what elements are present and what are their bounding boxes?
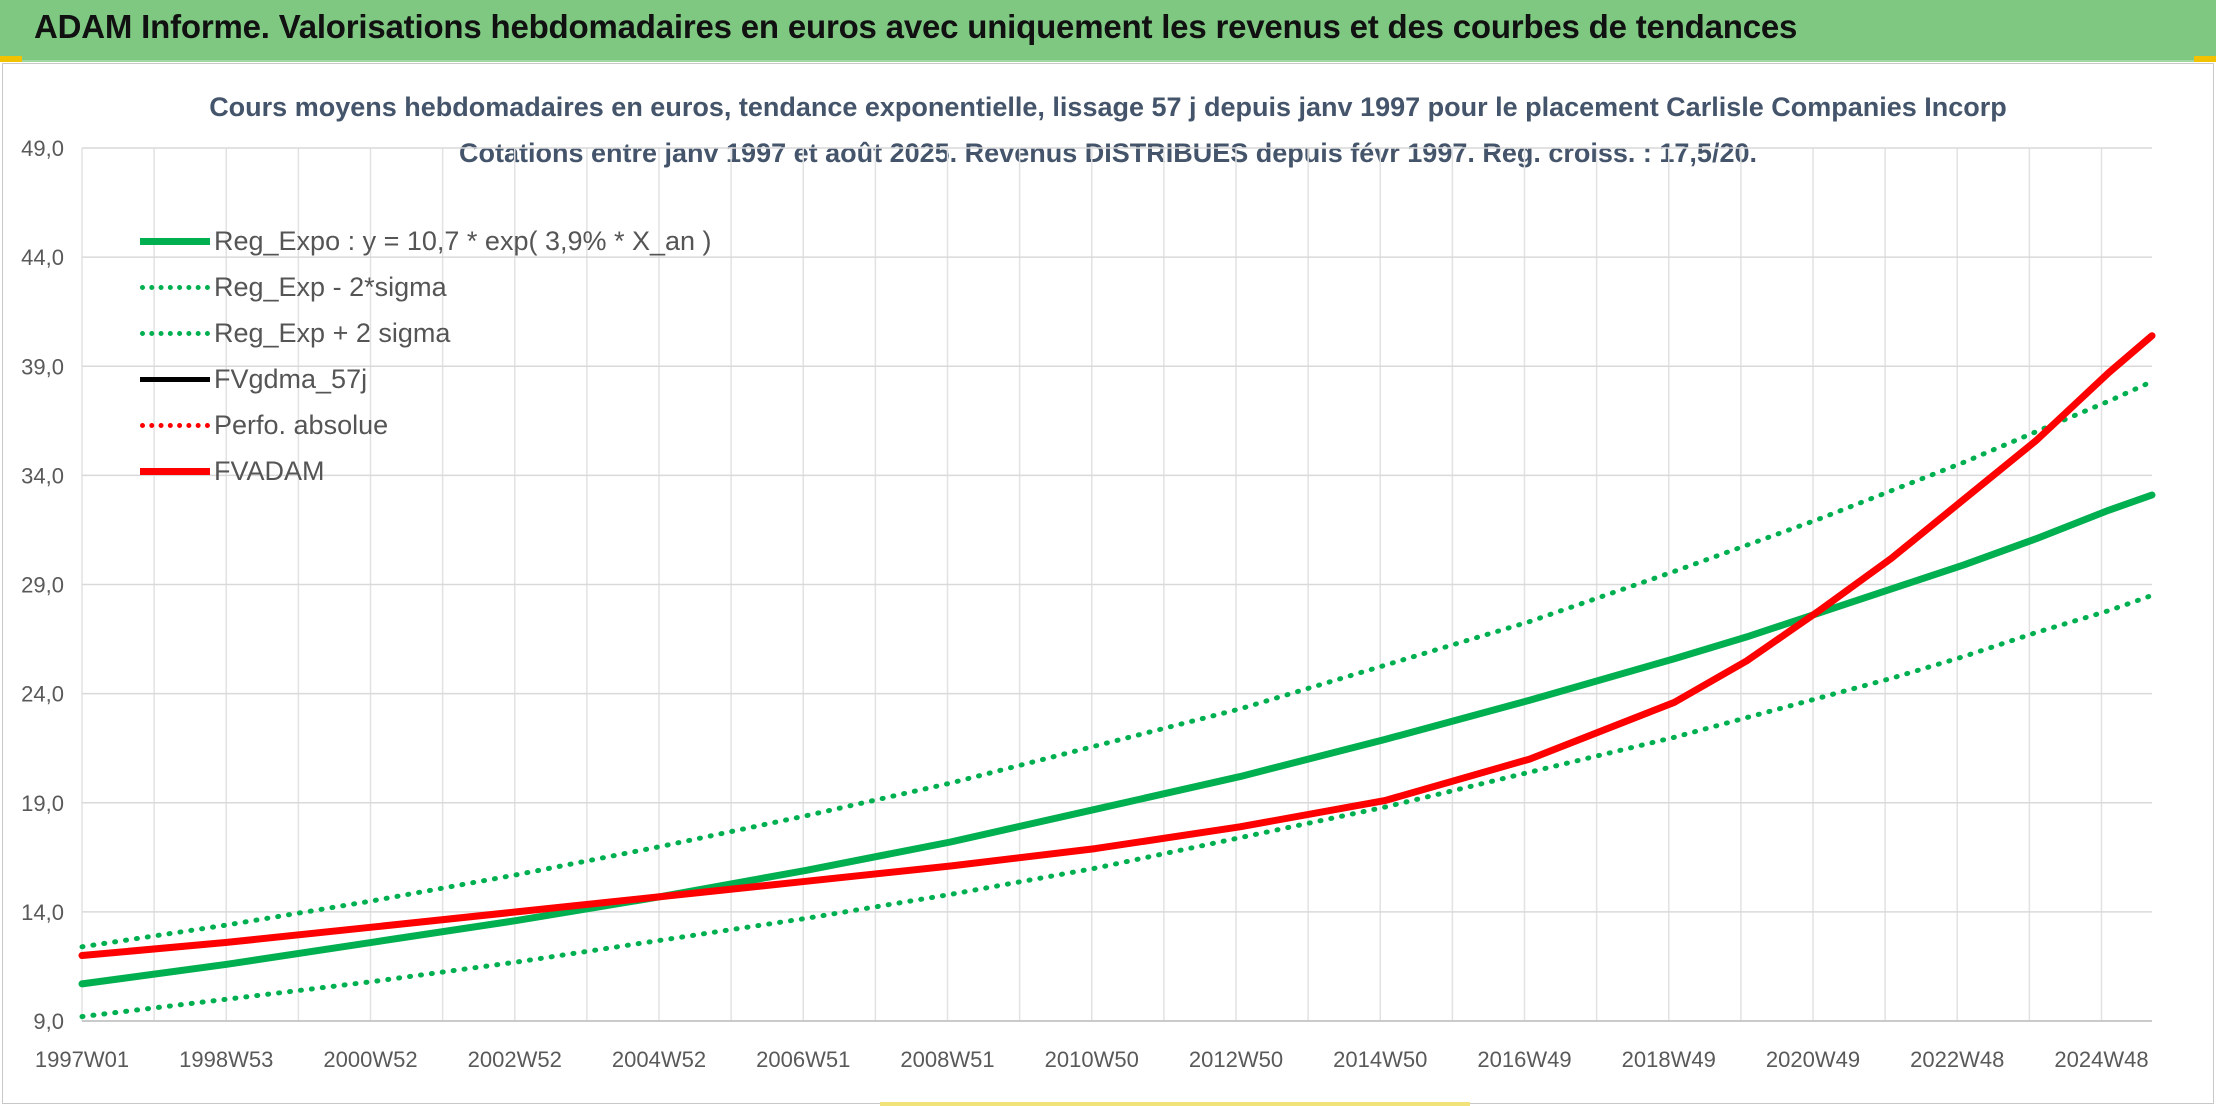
x-tick-label: 2022W48 bbox=[1910, 1047, 2004, 1072]
chart-subtitle: Cotations entre janv 1997 et août 2025. … bbox=[458, 138, 1757, 168]
x-tick-label: 2004W52 bbox=[612, 1047, 706, 1072]
x-tick-label: 2014W50 bbox=[1333, 1047, 1427, 1072]
legend-swatch bbox=[140, 284, 210, 290]
legend-swatch bbox=[140, 467, 210, 475]
y-tick-label: 9,0 bbox=[33, 1009, 64, 1034]
legend-item: Reg_Expo : y = 10,7 * exp( 3,9% * X_an ) bbox=[140, 218, 712, 264]
legend-label: Reg_Expo : y = 10,7 * exp( 3,9% * X_an ) bbox=[214, 225, 712, 256]
x-tick-label: 1997W01 bbox=[35, 1047, 129, 1072]
report-banner: ADAM Informe. Valorisations hebdomadaire… bbox=[0, 0, 2216, 62]
y-tick-label: 24,0 bbox=[21, 682, 64, 707]
corner-mark-left bbox=[0, 56, 22, 62]
x-tick-label: 2018W49 bbox=[1622, 1047, 1716, 1072]
legend-swatch bbox=[140, 376, 210, 382]
x-tick-label: 2020W49 bbox=[1766, 1047, 1860, 1072]
x-tick-label: 2000W52 bbox=[323, 1047, 417, 1072]
x-tick-label: 2016W49 bbox=[1477, 1047, 1571, 1072]
y-tick-label: 44,0 bbox=[21, 245, 64, 270]
legend-item: Reg_Exp - 2*sigma bbox=[140, 264, 712, 310]
x-tick-label: 2024W48 bbox=[2054, 1047, 2148, 1072]
legend-label: Perfo. absolue bbox=[214, 409, 389, 440]
chart-legend: Reg_Expo : y = 10,7 * exp( 3,9% * X_an )… bbox=[140, 218, 712, 494]
y-tick-label: 14,0 bbox=[21, 900, 64, 925]
series-line-0 bbox=[78, 491, 2156, 988]
chart-title: Cours moyens hebdomadaires en euros, ten… bbox=[209, 92, 2007, 122]
series-line-2 bbox=[79, 379, 2155, 950]
legend-swatch bbox=[140, 330, 210, 336]
x-tick-label: 2012W50 bbox=[1189, 1047, 1283, 1072]
legend-label: Reg_Exp + 2 sigma bbox=[214, 317, 451, 348]
scroll-indicator bbox=[880, 1102, 1470, 1106]
legend-label: FVADAM bbox=[214, 455, 325, 486]
legend-item: FVgdma_57j bbox=[140, 356, 712, 402]
y-tick-label: 34,0 bbox=[21, 463, 64, 488]
legend-item: Reg_Exp + 2 sigma bbox=[140, 310, 712, 356]
series-line-5 bbox=[78, 332, 2156, 959]
legend-swatch bbox=[140, 422, 210, 428]
y-tick-label: 39,0 bbox=[21, 354, 64, 379]
legend-label: Reg_Exp - 2*sigma bbox=[214, 271, 447, 302]
legend-swatch bbox=[140, 237, 210, 245]
banner-title: ADAM Informe. Valorisations hebdomadaire… bbox=[34, 8, 1798, 45]
y-tick-label: 49,0 bbox=[21, 136, 64, 161]
x-tick-label: 1998W53 bbox=[179, 1047, 273, 1072]
y-tick-label: 29,0 bbox=[21, 573, 64, 598]
y-tick-label: 19,0 bbox=[21, 791, 64, 816]
legend-label: FVgdma_57j bbox=[214, 363, 368, 394]
x-tick-label: 2006W51 bbox=[756, 1047, 850, 1072]
legend-item: Perfo. absolue bbox=[140, 402, 712, 448]
legend-item: FVADAM bbox=[140, 448, 712, 494]
x-tick-label: 2008W51 bbox=[900, 1047, 994, 1072]
series-line-1 bbox=[79, 592, 2155, 1020]
x-tick-label: 2002W52 bbox=[468, 1047, 562, 1072]
x-tick-label: 2010W50 bbox=[1045, 1047, 1139, 1072]
corner-mark-right bbox=[2194, 56, 2216, 62]
